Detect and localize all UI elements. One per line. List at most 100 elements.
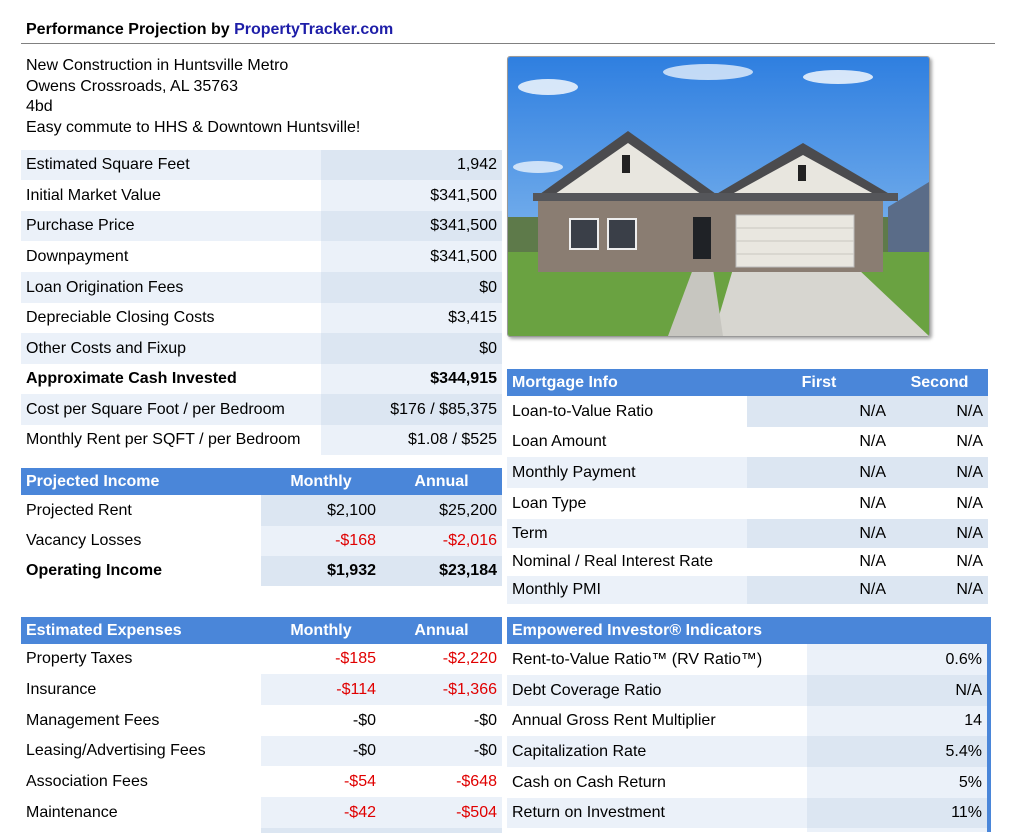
- house-photo: [507, 56, 930, 337]
- mortgage-label: Monthly PMI: [507, 576, 747, 604]
- summary-label: Loan Origination Fees: [21, 272, 321, 303]
- summary-value: $0: [321, 272, 502, 303]
- summary-label: Depreciable Closing Costs: [26, 309, 215, 326]
- expense-monthly: -$185: [335, 650, 376, 667]
- table-row: Loan Amount N/A N/A: [507, 427, 988, 457]
- brand-link[interactable]: PropertyTracker.com: [234, 21, 394, 38]
- house-photo-icon: [508, 57, 929, 336]
- expense-label: Property Taxes: [26, 650, 133, 667]
- table-header-row: Projected Income Monthly Annual: [21, 468, 502, 495]
- mortgage-table: Mortgage Info First Second Loan-to-Value…: [507, 369, 988, 604]
- table-row: Rent-to-Value Ratio™ (RV Ratio™) 0.6%: [507, 644, 987, 675]
- title-prefix: Performance Projection by: [26, 21, 235, 38]
- income-label: Operating Income: [26, 562, 163, 579]
- income-monthly: $2,100: [261, 495, 381, 526]
- income-annual: -$2,016: [381, 526, 502, 556]
- mortgage-header-second: Second: [891, 369, 988, 396]
- summary-label: Cost per Square Foot / per Bedroom: [21, 394, 321, 425]
- expense-monthly: -$114: [261, 674, 381, 705]
- table-row: Estimated Square Feet 1,942: [21, 150, 502, 180]
- mortgage-second: N/A: [956, 433, 983, 450]
- mortgage-header-label: Mortgage Info: [507, 369, 747, 396]
- table-row: Association Fees -$54 -$648: [21, 766, 502, 797]
- expense-annual: -$2,220: [442, 650, 497, 667]
- summary-value: $341,500: [321, 241, 502, 272]
- mortgage-first: N/A: [747, 457, 891, 488]
- expense-label: Association Fees: [26, 772, 148, 790]
- summary-label: Purchase Price: [21, 211, 321, 241]
- expense-monthly: -$0: [261, 736, 381, 766]
- table-header-row: Empowered Investor® Indicators: [507, 617, 987, 644]
- summary-table: Estimated Square Feet 1,942 Initial Marke…: [21, 150, 502, 455]
- mortgage-second: N/A: [891, 457, 988, 488]
- indicator-label: Annual Gross Rent Multiplier: [512, 712, 716, 729]
- income-label: Projected Rent: [26, 501, 132, 519]
- indicator-label: Capitalization Rate: [507, 736, 807, 767]
- table-row: Maintenance -$42 -$504: [21, 797, 502, 828]
- summary-label: Approximate Cash Invested: [26, 370, 237, 387]
- income-monthly: -$168: [261, 526, 381, 556]
- description-line-4: Easy commute to HHS & Downtown Huntsvill…: [26, 118, 361, 136]
- table-row: Leasing/Advertising Fees -$0 -$0: [21, 736, 502, 766]
- expense-label: Leasing/Advertising Fees: [26, 742, 206, 759]
- mortgage-first: N/A: [747, 576, 891, 604]
- mortgage-first: N/A: [859, 433, 886, 450]
- indicator-label: Debt Coverage Ratio: [507, 675, 807, 706]
- summary-label: Other Costs and Fixup: [21, 333, 321, 364]
- title-divider: [21, 43, 995, 44]
- expense-annual: -$504: [381, 797, 502, 828]
- indicator-value: 14: [807, 706, 987, 736]
- summary-value: $1.08 / $525: [321, 425, 502, 455]
- table-row: Cash on Cash Return 5%: [507, 767, 987, 798]
- mortgage-first: N/A: [747, 519, 891, 548]
- mortgage-second: N/A: [956, 494, 983, 512]
- mortgage-second: N/A: [891, 576, 988, 604]
- mortgage-header-first: First: [747, 369, 891, 396]
- expense-label: Maintenance: [26, 803, 118, 821]
- expense-annual: -$0: [473, 711, 497, 729]
- mortgage-first: N/A: [747, 396, 891, 427]
- expense-monthly: -$42: [261, 797, 381, 828]
- expense-annual: -$0: [381, 736, 502, 766]
- indicator-value: 5%: [807, 767, 987, 798]
- table-row: Property Taxes -$185 -$2,220: [21, 644, 502, 674]
- table-row: Approximate Cash Invested $344,915: [21, 364, 502, 394]
- table-row: Debt Coverage Ratio N/A: [507, 675, 987, 706]
- table-row: Nominal / Real Interest Rate N/A N/A: [507, 548, 988, 576]
- description-line-3: 4bd: [26, 98, 53, 115]
- income-header-label: Projected Income: [21, 468, 261, 495]
- table-row: Operating Income $1,932 $23,184: [21, 556, 502, 586]
- indicator-label: Cash on Cash Return: [512, 773, 666, 791]
- expense-monthly: -$0: [352, 711, 376, 729]
- indicator-label: Rent-to-Value Ratio™ (RV Ratio™): [512, 650, 763, 668]
- description-line-2: Owens Crossroads, AL 35763: [26, 77, 238, 95]
- summary-value: $0: [321, 333, 502, 364]
- expense-monthly: -$54: [343, 772, 376, 790]
- description-line-1: New Construction in Huntsville Metro: [26, 57, 289, 74]
- mortgage-label: Term: [507, 519, 747, 548]
- mortgage-first: N/A: [859, 494, 886, 512]
- table-row: Loan Origination Fees $0: [21, 272, 502, 303]
- indicator-value: 0.6%: [807, 644, 987, 675]
- mortgage-first: N/A: [859, 553, 886, 570]
- table-row: Loan-to-Value Ratio N/A N/A: [507, 396, 988, 427]
- table-row: Initial Market Value $341,500: [21, 180, 502, 211]
- table-header-row: Estimated Expenses Monthly Annual: [21, 617, 502, 644]
- indicator-value: 5.4%: [807, 736, 987, 767]
- summary-value: 1,942: [321, 150, 502, 180]
- summary-label: Initial Market Value: [26, 186, 161, 204]
- mortgage-label: Loan Type: [512, 494, 587, 512]
- mortgage-second: N/A: [891, 519, 988, 548]
- income-label: Vacancy Losses: [26, 532, 142, 549]
- mortgage-second: N/A: [891, 396, 988, 427]
- table-row: Other Costs and Fixup $0: [21, 333, 502, 364]
- property-description: New Construction in Huntsville Metro Owe…: [26, 56, 360, 138]
- table-row: Downpayment $341,500: [21, 241, 502, 272]
- summary-value: $341,500: [321, 180, 502, 211]
- page-title: Performance Projection by PropertyTracke…: [26, 21, 393, 39]
- table-header-row: Mortgage Info First Second: [507, 369, 988, 396]
- expense-annual: -$648: [456, 772, 497, 790]
- table-row: Capitalization Rate 5.4%: [507, 736, 987, 767]
- mortgage-label: Loan-to-Value Ratio: [512, 402, 654, 420]
- table-row: Return on Investment 11%: [507, 798, 987, 828]
